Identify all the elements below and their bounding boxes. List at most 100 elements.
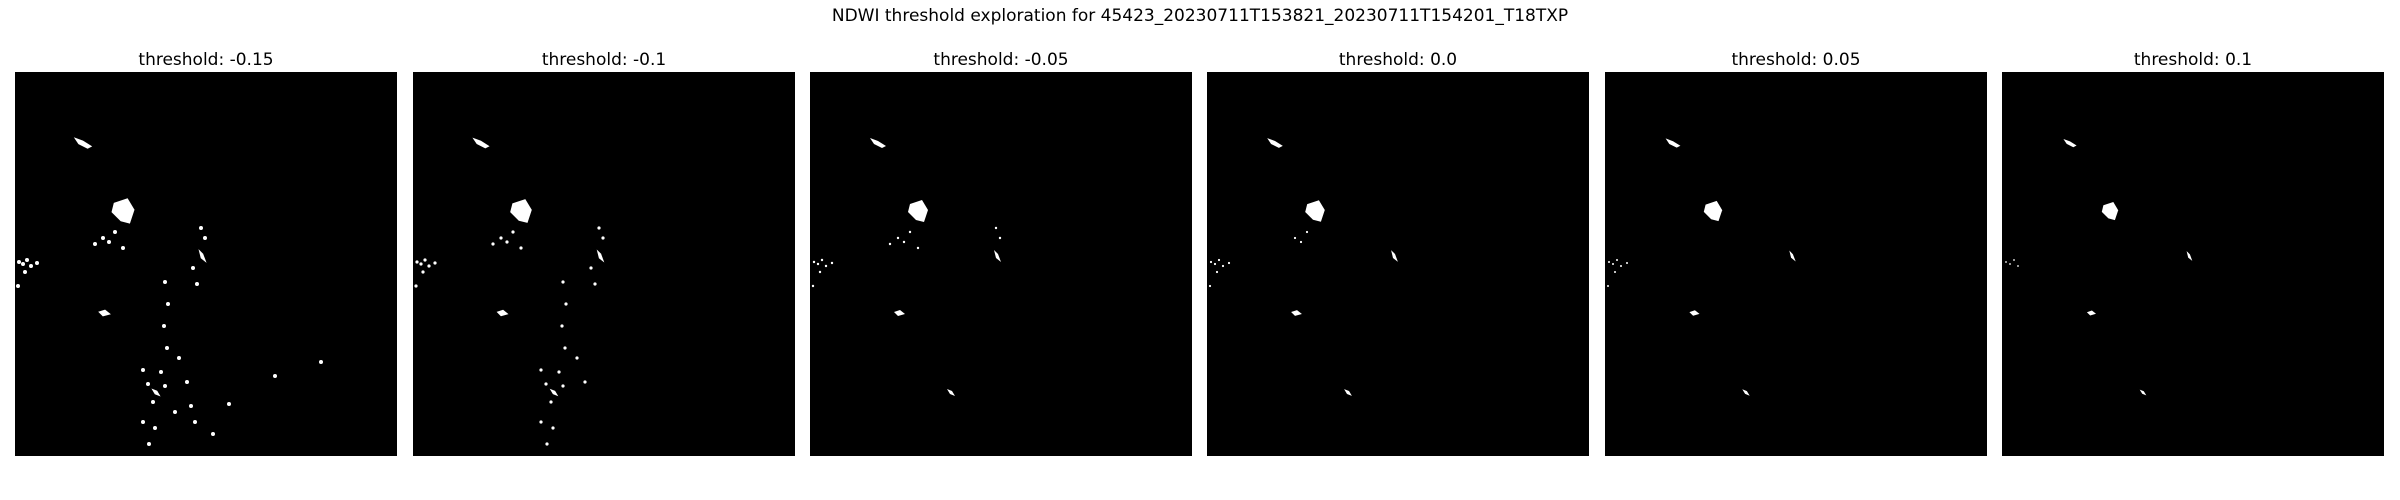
- water-speck: [191, 266, 195, 270]
- water-speck: [1227, 261, 1231, 265]
- water-speck: [193, 420, 197, 424]
- water-body-south: [151, 388, 161, 397]
- panel-title: threshold: -0.05: [933, 50, 1069, 70]
- water-speck: [575, 356, 579, 360]
- water-speck: [1213, 262, 1217, 266]
- water-speck: [195, 282, 199, 286]
- water-speck: [177, 356, 181, 360]
- water-speck: [994, 226, 998, 230]
- water-body-lake: [510, 199, 532, 223]
- water-speck: [1208, 284, 1212, 288]
- water-speck: [830, 261, 834, 265]
- water-speck: [818, 270, 822, 274]
- water-body-north: [2063, 139, 2077, 148]
- mask-background: [810, 72, 1192, 456]
- water-speck: [141, 420, 145, 424]
- water-speck: [25, 258, 29, 262]
- mask-background: [413, 72, 795, 456]
- water-body-lake: [908, 200, 928, 222]
- water-speck: [101, 236, 105, 240]
- water-speck: [1607, 285, 1609, 287]
- water-speck: [16, 284, 20, 288]
- water-speck: [159, 370, 163, 374]
- water-speck: [29, 264, 33, 268]
- water-speck: [141, 368, 145, 372]
- water-speck: [583, 380, 587, 384]
- water-speck: [2017, 265, 2019, 267]
- mask-background: [1207, 72, 1589, 456]
- water-speck: [1305, 230, 1309, 234]
- water-speck: [414, 284, 418, 288]
- water-speck: [551, 426, 555, 430]
- water-speck: [93, 242, 97, 246]
- water-speck: [151, 400, 155, 404]
- ndwi-mask-image: [15, 72, 397, 456]
- water-speck: [163, 384, 167, 388]
- water-speck: [166, 302, 170, 306]
- water-speck: [189, 404, 193, 408]
- water-speck: [1221, 264, 1225, 268]
- water-speck: [165, 346, 169, 350]
- water-body-south: [947, 389, 955, 396]
- water-speck: [539, 420, 543, 424]
- water-speck: [519, 246, 523, 250]
- water-speck: [499, 236, 503, 240]
- water-speck: [2005, 261, 2007, 263]
- water-speck: [545, 442, 549, 446]
- water-speck: [17, 260, 21, 264]
- water-speck: [563, 346, 567, 350]
- water-speck: [505, 240, 509, 244]
- water-body-west: [1689, 310, 1700, 316]
- water-speck: [423, 258, 427, 262]
- water-speck: [816, 262, 820, 266]
- water-speck: [511, 230, 515, 234]
- water-speck: [199, 226, 203, 230]
- figure-title: NDWI threshold exploration for 45423_202…: [831, 6, 1569, 26]
- water-speck: [589, 266, 593, 270]
- water-speck: [564, 302, 568, 306]
- water-speck: [319, 360, 323, 364]
- water-body-north: [472, 137, 490, 149]
- water-speck: [888, 242, 892, 246]
- water-speck: [121, 246, 125, 250]
- panel-title: threshold: -0.1: [541, 50, 667, 70]
- water-speck: [1217, 258, 1221, 262]
- water-speck: [1608, 261, 1610, 263]
- water-speck: [601, 236, 605, 240]
- water-speck: [433, 261, 437, 265]
- panel-threshold-0-0: threshold: 0.0: [1207, 48, 1589, 456]
- water-speck: [824, 264, 828, 268]
- water-speck: [544, 382, 548, 386]
- water-speck: [1620, 265, 1622, 267]
- water-speck: [162, 324, 166, 328]
- water-body-east-sliver: [1391, 250, 1398, 262]
- water-body-east-sliver: [596, 249, 605, 263]
- water-speck: [557, 370, 561, 374]
- water-speck: [1215, 270, 1219, 274]
- mask-background: [1605, 72, 1987, 456]
- water-speck: [107, 240, 111, 244]
- water-speck: [147, 442, 151, 446]
- water-speck: [549, 400, 553, 404]
- water-speck: [902, 240, 906, 244]
- panel-threshold-0-05: threshold: 0.05: [1605, 48, 1987, 456]
- water-body-west: [98, 309, 111, 317]
- water-speck: [811, 284, 815, 288]
- water-body-south: [549, 388, 559, 397]
- water-speck: [1612, 263, 1614, 265]
- water-body-south: [2139, 389, 2147, 396]
- water-speck: [539, 368, 543, 372]
- panel-threshold-neg-0-05: threshold: -0.05: [810, 48, 1192, 456]
- water-speck: [146, 382, 150, 386]
- water-speck: [1293, 236, 1297, 240]
- water-body-east-sliver: [2186, 251, 2193, 261]
- water-speck: [421, 270, 425, 274]
- water-speck: [998, 236, 1002, 240]
- water-speck: [561, 280, 565, 284]
- water-speck: [427, 264, 431, 268]
- water-speck: [211, 432, 215, 436]
- water-body-lake: [2101, 202, 2119, 221]
- water-speck: [2009, 263, 2011, 265]
- water-body-lake: [111, 198, 135, 224]
- water-body-east-sliver: [994, 250, 1001, 262]
